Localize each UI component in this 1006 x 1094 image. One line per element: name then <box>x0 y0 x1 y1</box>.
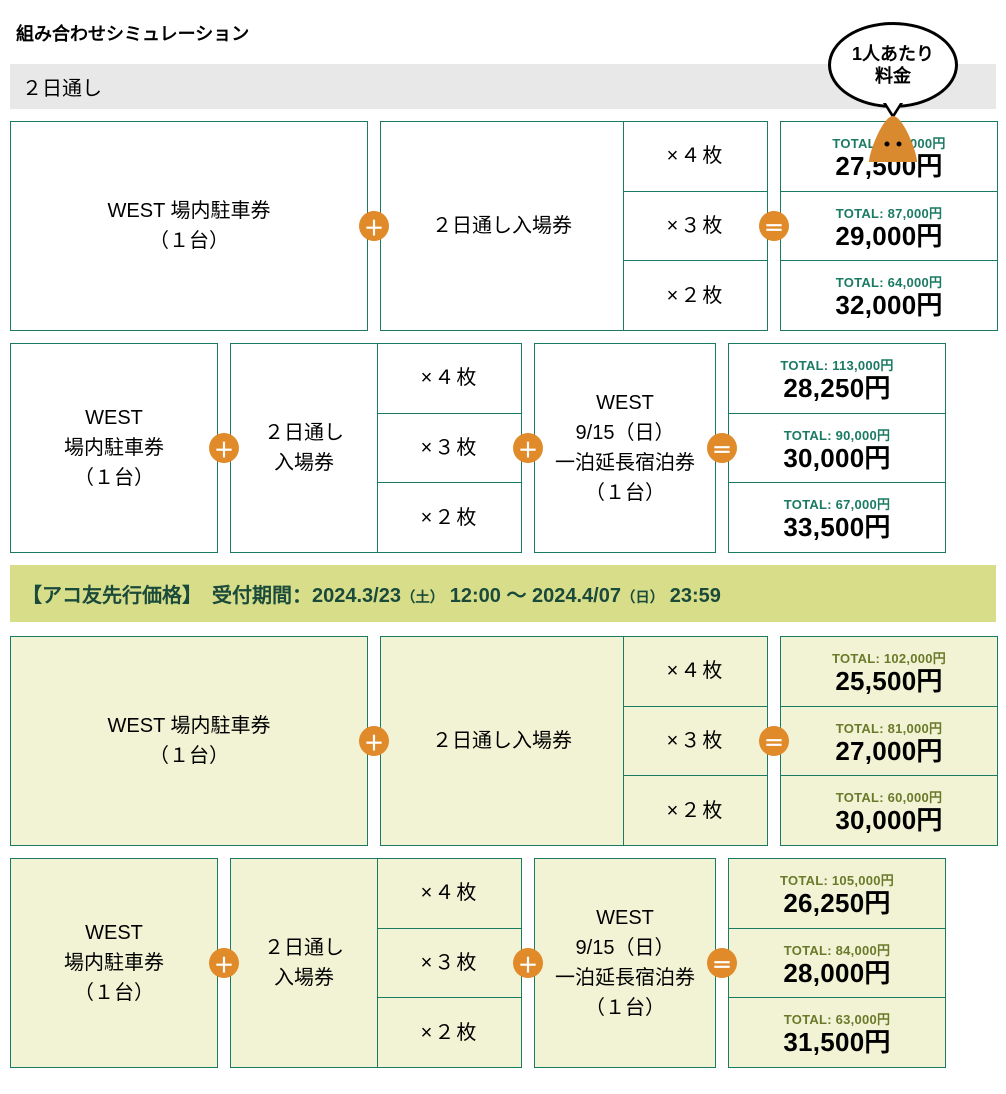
price-per-person: 32,000円 <box>835 291 942 321</box>
qty-cell: ×２枚 <box>624 261 768 331</box>
price-total: TOTAL: 105,000円 <box>780 870 894 889</box>
qty-stack: ×４枚×３枚×２枚 <box>624 121 768 331</box>
plus-badge: ＋ <box>513 948 543 978</box>
price-cell: TOTAL: 60,000円30,000円 <box>780 776 998 846</box>
plus-badge: ＋ <box>209 433 239 463</box>
sim-row: WEST場内駐車券（１台）２日通し入場券×４枚×３枚×２枚WEST9/15（日）… <box>10 858 996 1068</box>
west-parking-cell: WEST場内駐車券（１台） <box>10 858 218 1068</box>
equals-badge: ＝ <box>707 948 737 978</box>
sim-row: WEST場内駐車券（１台）２日通し入場券×４枚×３枚×２枚WEST9/15（日）… <box>10 343 996 553</box>
price-cell: TOTAL: 84,000円28,000円 <box>728 929 946 999</box>
qty-cell: ×３枚 <box>624 707 768 777</box>
qty-cell: ×２枚 <box>378 483 522 553</box>
west-parking-cell: WEST 場内駐車券（１台） <box>10 636 368 846</box>
west-parking-cell: WEST場内駐車券（１台） <box>10 343 218 553</box>
price-cell: TOTAL: 67,000円33,500円 <box>728 483 946 553</box>
price-cell: TOTAL: 64,000円32,000円 <box>780 261 998 331</box>
price-total: TOTAL: 81,000円 <box>836 718 942 737</box>
sim-row: WEST 場内駐車券（１台）２日通し入場券×４枚×３枚×２枚TOTAL: 102… <box>10 636 996 846</box>
price-total: TOTAL: 102,000円 <box>832 648 946 667</box>
two-day-ticket-cell: ２日通し入場券 <box>230 343 378 553</box>
two-day-ticket-cell: ２日通し入場券 <box>380 121 624 331</box>
extension-stay-cell: WEST9/15（日）一泊延長宿泊券（１台） <box>534 343 716 553</box>
price-per-person: 33,500円 <box>783 513 890 543</box>
plus-badge: ＋ <box>359 211 389 241</box>
price-total: TOTAL: 67,000円 <box>784 494 890 513</box>
price-cell: TOTAL: 90,000円30,000円 <box>728 414 946 484</box>
mascot-icon <box>865 114 921 164</box>
price-per-person: 25,500円 <box>835 667 942 697</box>
equals-badge: ＝ <box>759 726 789 756</box>
price-cell: TOTAL: 63,000円31,500円 <box>728 998 946 1068</box>
price-stack: TOTAL: 105,000円26,250円TOTAL: 84,000円28,0… <box>728 858 946 1068</box>
equals-badge: ＝ <box>707 433 737 463</box>
price-per-person: 28,250円 <box>783 374 890 404</box>
qty-cell: ×４枚 <box>624 636 768 707</box>
two-day-ticket-cell: ２日通し入場券 <box>380 636 624 846</box>
per-person-bubble: 1人あたり料金 <box>828 22 958 108</box>
price-per-person: 29,000円 <box>835 222 942 252</box>
west-parking-cell: WEST 場内駐車券（１台） <box>10 121 368 331</box>
price-cell: TOTAL: 102,000円25,500円 <box>780 636 998 707</box>
price-cell: TOTAL: 81,000円27,000円 <box>780 707 998 777</box>
equals-badge: ＝ <box>759 211 789 241</box>
bubble-text: 1人あたり料金 <box>852 43 934 88</box>
plus-badge: ＋ <box>209 948 239 978</box>
price-cell: TOTAL: 113,000円28,250円 <box>728 343 946 414</box>
qty-cell: ×２枚 <box>378 998 522 1068</box>
price-stack: TOTAL: 113,000円28,250円TOTAL: 90,000円30,0… <box>728 343 946 553</box>
sim-row: WEST 場内駐車券（１台）２日通し入場券×４枚×３枚×２枚TOTAL: 110… <box>10 121 996 331</box>
two-day-ticket-cell: ２日通し入場券 <box>230 858 378 1068</box>
qty-cell: ×２枚 <box>624 776 768 846</box>
qty-cell: ×３枚 <box>624 192 768 262</box>
presale-banner: 【アコ友先行価格】 受付期間：2024.3/23（土） 12:00 ～ 2024… <box>10 565 996 622</box>
price-per-person: 26,250円 <box>783 889 890 919</box>
price-total: TOTAL: 90,000円 <box>784 425 890 444</box>
qty-cell: ×４枚 <box>378 343 522 414</box>
price-total: TOTAL: 64,000円 <box>836 272 942 291</box>
price-total: TOTAL: 60,000円 <box>836 787 942 806</box>
qty-stack: ×４枚×３枚×２枚 <box>378 858 522 1068</box>
price-stack: TOTAL: 102,000円25,500円TOTAL: 81,000円27,0… <box>780 636 998 846</box>
price-cell: TOTAL: 87,000円29,000円 <box>780 192 998 262</box>
extension-stay-cell: WEST9/15（日）一泊延長宿泊券（１台） <box>534 858 716 1068</box>
price-per-person: 31,500円 <box>783 1028 890 1058</box>
qty-cell: ×３枚 <box>378 414 522 484</box>
plus-badge: ＋ <box>513 433 543 463</box>
price-total: TOTAL: 63,000円 <box>784 1009 890 1028</box>
price-per-person: 27,000円 <box>835 737 942 767</box>
price-per-person: 30,000円 <box>783 444 890 474</box>
qty-stack: ×４枚×３枚×２枚 <box>378 343 522 553</box>
price-total: TOTAL: 84,000円 <box>784 940 890 959</box>
qty-stack: ×４枚×３枚×２枚 <box>624 636 768 846</box>
price-cell: TOTAL: 105,000円26,250円 <box>728 858 946 929</box>
plus-badge: ＋ <box>359 726 389 756</box>
price-per-person: 30,000円 <box>835 806 942 836</box>
price-total: TOTAL: 87,000円 <box>836 203 942 222</box>
qty-cell: ×４枚 <box>624 121 768 192</box>
qty-cell: ×３枚 <box>378 929 522 999</box>
qty-cell: ×４枚 <box>378 858 522 929</box>
price-per-person: 28,000円 <box>783 959 890 989</box>
per-person-bubble-wrap: 1人あたり料金 <box>828 22 958 108</box>
price-total: TOTAL: 113,000円 <box>780 355 893 374</box>
